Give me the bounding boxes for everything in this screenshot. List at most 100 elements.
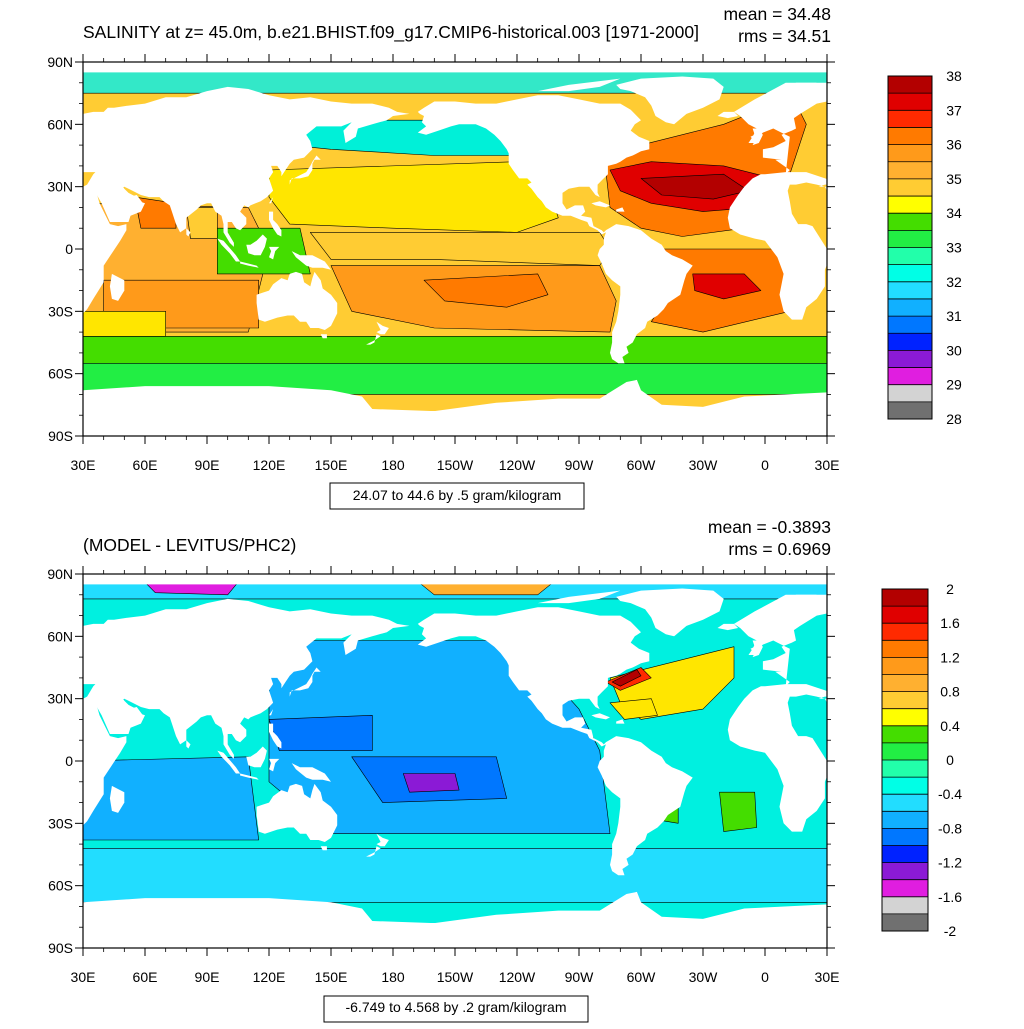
- colorbar-label: -0.4: [938, 786, 962, 802]
- colorbar-label: 33: [946, 240, 962, 256]
- land-tasmania: [320, 846, 327, 851]
- colorbar-label: 32: [946, 274, 962, 290]
- lat-label: 60S: [48, 878, 73, 894]
- lon-label: 60W: [627, 969, 657, 985]
- colorbar-label: 35: [946, 171, 962, 187]
- land-borneo: [246, 234, 267, 256]
- colorbar-swatch: [882, 794, 928, 812]
- colorbar-label: 30: [946, 342, 962, 358]
- colorbar-swatch: [888, 367, 932, 386]
- lon-label: 120W: [499, 969, 536, 985]
- colorbar-swatch: [888, 247, 932, 266]
- colorbar-swatch: [882, 760, 928, 778]
- colorbar: 38 37 36 35 34 33 32 31 30 29 28: [887, 68, 962, 427]
- land-philippines: [269, 211, 282, 237]
- colorbar-swatch: [888, 333, 932, 351]
- colorbar-swatch: [888, 401, 932, 420]
- colorbar-swatch: [882, 777, 928, 795]
- salinity-panel: 90N 60N 30N 0 30S 60S 90S 30E 60E 90E 120E 150E 180 1…: [47, 4, 962, 510]
- no-data-north: [83, 62, 827, 73]
- colorbar-swatch: [882, 742, 928, 761]
- colorbar-swatch: [888, 196, 932, 214]
- land-cuba: [591, 713, 610, 720]
- lat-label: 30N: [47, 691, 73, 707]
- difference-map: [83, 574, 827, 948]
- land-australia: [256, 271, 338, 330]
- land-borneo: [246, 746, 267, 768]
- land-hispaniola: [616, 719, 625, 724]
- colorbar-swatch: [882, 862, 928, 881]
- colorbar-label: 0: [946, 752, 954, 768]
- land-australia: [256, 783, 338, 842]
- lon-label: 0: [761, 969, 769, 985]
- land-india-sri: [186, 740, 191, 749]
- field-region-atlantic-core: [692, 273, 762, 300]
- land-madagascar: [109, 273, 125, 301]
- lat-label: 30S: [48, 303, 73, 319]
- colorbar-swatch: [882, 725, 928, 744]
- colorbar-swatch: [882, 674, 928, 693]
- field-region-atlantic-max: [640, 173, 749, 200]
- land-japan: [289, 667, 321, 697]
- colorbar-label: 34: [946, 205, 962, 221]
- lon-label: 30E: [815, 457, 840, 473]
- lat-label: 30N: [47, 179, 73, 195]
- lat-label: 90N: [47, 54, 73, 70]
- colorbar-swatch: [888, 316, 932, 334]
- colorbar-swatch: [888, 298, 932, 317]
- colorbar-swatch: [882, 845, 928, 864]
- lon-label: 90E: [195, 457, 220, 473]
- land-arctic-islands: [537, 78, 621, 92]
- lat-label: 0: [65, 753, 73, 769]
- land-arabia: [93, 692, 143, 734]
- land-eurasia: [83, 598, 410, 759]
- land-indonesia1: [217, 750, 241, 774]
- field-region-south-pacific-core: [423, 273, 549, 308]
- lon-label: 90W: [565, 969, 595, 985]
- lon-label: 90W: [565, 457, 595, 473]
- land-europe-north: [734, 82, 827, 175]
- colorbar-label: 0.4: [940, 718, 960, 734]
- lon-label: 60E: [133, 457, 158, 473]
- mean-value: mean = 34.48: [723, 4, 831, 24]
- colorbar-swatch: [888, 384, 932, 403]
- lon-label: 150W: [437, 457, 474, 473]
- colorbar-swatch: [882, 879, 928, 898]
- land-svalbard: [785, 594, 817, 601]
- colorbar-label: -0.8: [938, 820, 962, 836]
- lon-label: 60E: [133, 969, 158, 985]
- colorbar-swatch: [888, 350, 932, 369]
- colorbar-swatch: [888, 93, 932, 111]
- land-africa: [727, 172, 827, 320]
- land-madagascar: [109, 785, 125, 813]
- land-sulawesi: [269, 758, 280, 772]
- land-india-sri: [186, 228, 191, 237]
- colorbar-swatch: [882, 640, 928, 658]
- lon-label: 120E: [253, 969, 286, 985]
- colorbar-label: 37: [946, 102, 962, 118]
- colorbar-swatch: [882, 606, 928, 624]
- land-uk: [750, 640, 763, 658]
- panel-title: (MODEL - LEVITUS/PHC2): [83, 535, 296, 555]
- colorbar-label: 0.8: [940, 684, 960, 700]
- colorbar-swatch: [882, 589, 928, 607]
- colorbar-label: -2: [944, 923, 957, 939]
- land-taiwan: [269, 709, 274, 716]
- colorbar-swatch: [888, 161, 932, 180]
- land-samerica: [597, 224, 693, 364]
- colorbar-swatch: [888, 178, 932, 197]
- land-java: [240, 261, 259, 268]
- lat-label: 90S: [48, 428, 73, 444]
- land-iceland: [717, 111, 739, 119]
- land-antarctica: [83, 891, 827, 948]
- colorbar-frame: [881, 588, 929, 932]
- colorbar-swatch: [888, 213, 932, 231]
- land-eurasia: [83, 86, 410, 247]
- colorbar-swatch: [888, 264, 932, 283]
- land-arctic-islands: [537, 590, 621, 604]
- lat-label: 30S: [48, 815, 73, 831]
- field-region-southern-ocean: [83, 335, 827, 370]
- colorbar-swatch: [882, 657, 928, 675]
- land-japan: [289, 155, 321, 185]
